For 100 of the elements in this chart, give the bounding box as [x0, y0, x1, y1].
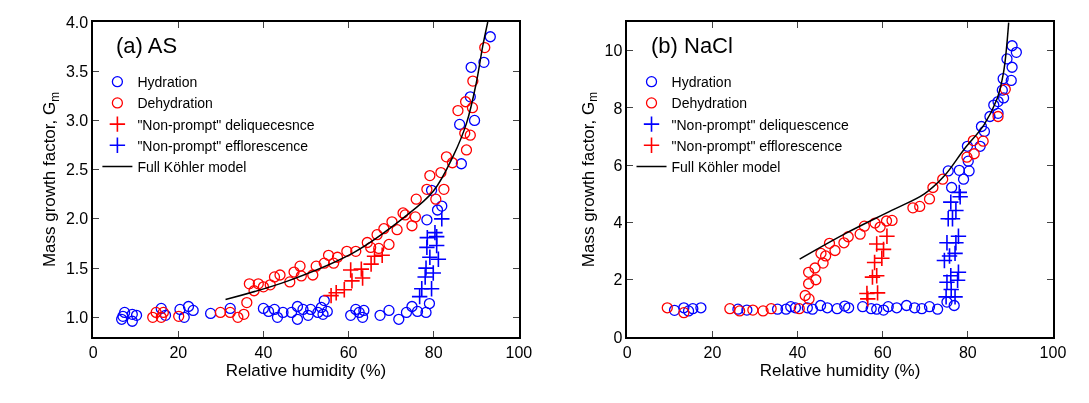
point: [459, 127, 471, 139]
point: [839, 300, 851, 312]
point: [465, 61, 477, 73]
point: [126, 308, 138, 321]
point: [431, 204, 444, 216]
point: [302, 309, 314, 321]
legend-label: Full Köhler model: [671, 158, 781, 175]
point: [907, 202, 919, 214]
text: (b) NaCl: [651, 33, 733, 58]
y-tick-label: 1.0: [65, 308, 89, 326]
legend-label: "Non-prompt" efflorescence: [137, 137, 309, 154]
legend-label: "Non-prompt" efflorescence: [671, 137, 843, 154]
point: [173, 310, 185, 322]
point: [873, 249, 891, 267]
point: [118, 306, 131, 319]
legend-label: "Non-prompt" deliquescence: [671, 116, 849, 133]
point: [243, 278, 256, 290]
point: [785, 301, 797, 313]
point: [264, 279, 276, 291]
point: [815, 247, 827, 260]
point: [927, 181, 939, 194]
point: [438, 183, 450, 195]
point: [948, 299, 960, 312]
point: [661, 302, 673, 314]
y-tick-label: 8: [613, 99, 623, 117]
point: [793, 303, 805, 315]
point: [478, 56, 490, 69]
point: [466, 101, 479, 114]
point: [771, 303, 784, 315]
point: [942, 165, 954, 177]
point: [1010, 46, 1022, 58]
point: [975, 120, 988, 133]
y-tick-label: 10: [604, 42, 623, 60]
point: [391, 224, 403, 236]
point: [916, 303, 928, 315]
point: [858, 220, 871, 232]
point: [923, 193, 936, 205]
point: [373, 242, 385, 255]
point: [886, 214, 898, 227]
point: [150, 306, 162, 319]
point: [941, 296, 953, 308]
point: [257, 281, 270, 293]
point: [406, 300, 418, 313]
point: [288, 266, 300, 278]
y-tick-label: 4: [613, 214, 623, 232]
point: [371, 228, 383, 241]
point: [386, 216, 398, 228]
point: [354, 269, 372, 287]
point: [350, 245, 362, 258]
point: [810, 274, 822, 286]
point: [335, 281, 353, 299]
point: [362, 255, 380, 273]
point: [992, 110, 1004, 123]
point: [992, 95, 1004, 108]
point: [950, 183, 968, 201]
point: [257, 302, 270, 315]
point: [817, 257, 829, 269]
point: [780, 303, 792, 315]
point: [464, 91, 476, 103]
point: [863, 268, 881, 286]
point: [454, 118, 466, 131]
point: [383, 238, 395, 251]
point: [126, 315, 138, 327]
point: [997, 92, 1010, 104]
point: [310, 260, 322, 272]
point: [204, 307, 217, 320]
x-tick-label: 60: [873, 343, 892, 361]
point: [238, 308, 250, 321]
point: [421, 214, 433, 226]
point: [741, 304, 753, 316]
point: [459, 96, 472, 108]
point: [931, 303, 944, 315]
point: [307, 269, 319, 281]
point: [328, 257, 340, 269]
point: [291, 313, 304, 325]
point: [343, 272, 361, 290]
point: [978, 125, 991, 138]
point: [248, 285, 260, 297]
y-tick-label: 3.5: [65, 62, 89, 80]
point: [914, 200, 926, 213]
y-tick-label: 3.0: [65, 112, 89, 130]
point: [900, 299, 913, 312]
point: [957, 173, 970, 185]
point: [429, 250, 447, 268]
point: [297, 303, 309, 316]
point: [687, 303, 699, 315]
legend-label: "Non-prompt" deliquecesnce: [137, 116, 315, 133]
x-axis-title: Relative humidity (%): [225, 360, 387, 380]
point: [331, 251, 344, 263]
point: [823, 237, 836, 250]
point: [318, 294, 330, 307]
point: [943, 210, 961, 228]
point: [178, 311, 190, 323]
point: [232, 311, 244, 323]
point: [947, 234, 965, 252]
point: [268, 271, 281, 283]
text: (a) AS: [116, 33, 178, 58]
y-tick-label: 0: [613, 328, 623, 346]
legend-label: Hydration: [137, 74, 198, 91]
point: [252, 278, 264, 290]
